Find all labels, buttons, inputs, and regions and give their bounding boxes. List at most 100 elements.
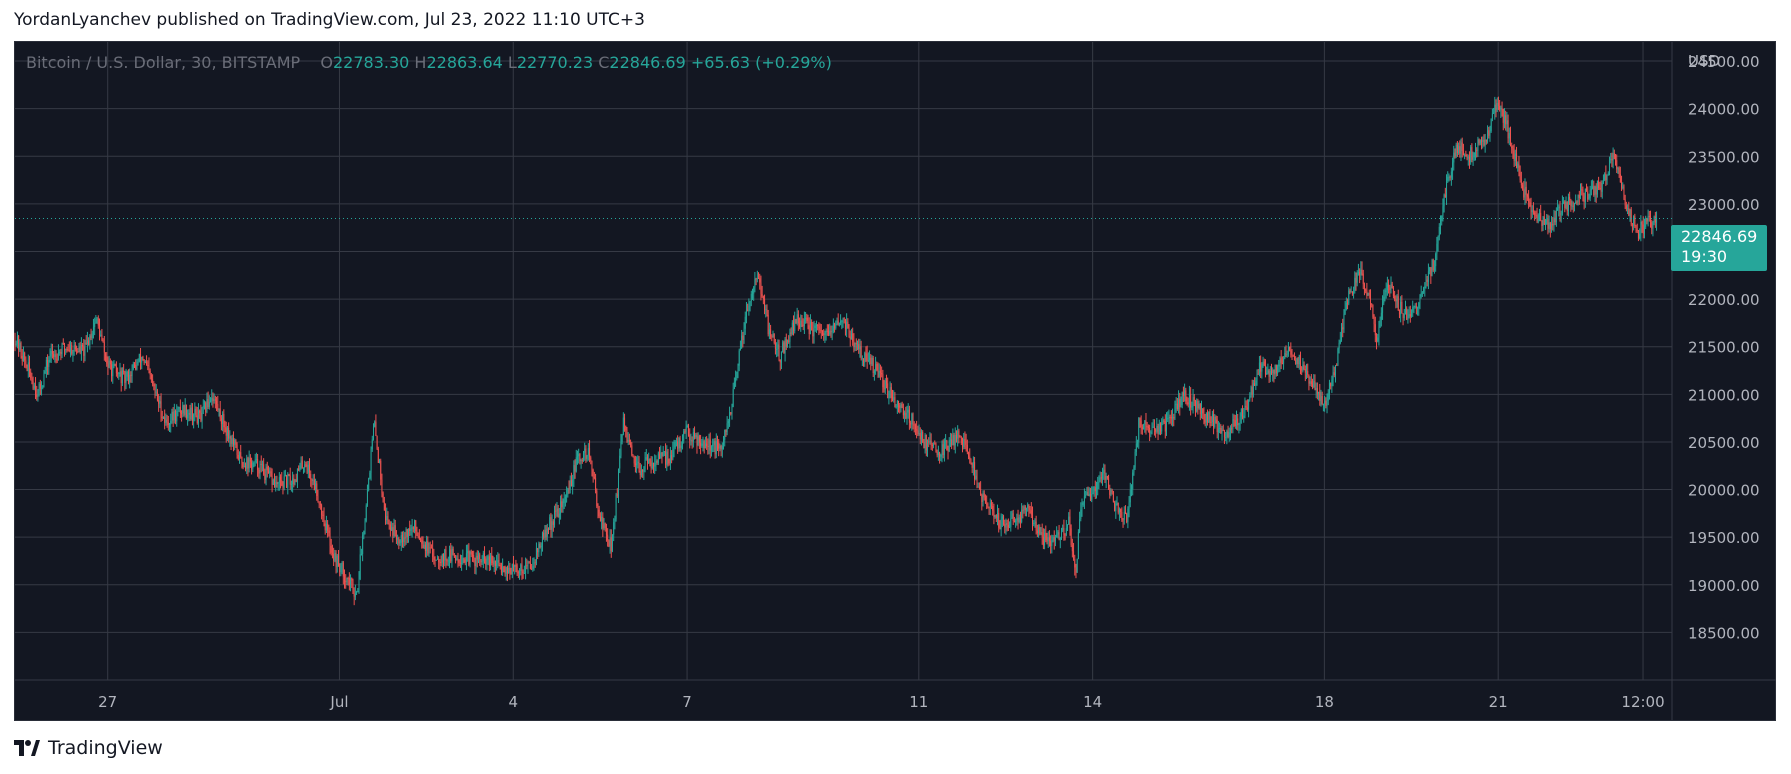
candle-body (963, 439, 965, 447)
candle-body (1466, 156, 1468, 159)
candle-body (37, 390, 39, 398)
candle-body (778, 344, 780, 361)
candle-body (447, 560, 449, 562)
candle-body (695, 434, 697, 438)
candle-body (374, 421, 376, 427)
candle-body (1304, 368, 1306, 373)
symbol-title[interactable]: Bitcoin / U.S. Dollar, 30, BITSTAMP (26, 53, 301, 72)
candle-body (840, 320, 842, 324)
candle-body (1478, 139, 1480, 144)
candle-body (754, 278, 756, 288)
y-tick-label: 21500.00 (1688, 339, 1760, 357)
candle-body (1239, 416, 1241, 424)
candle-body (557, 508, 559, 518)
candle-body (342, 562, 344, 577)
candle-body (1652, 221, 1654, 229)
candle-body (1088, 493, 1090, 496)
time-axis[interactable]: 27 Jul 4 7 11 14 18 21 12:00 (98, 693, 1664, 711)
candle-body (329, 532, 331, 546)
candle-body (871, 357, 873, 365)
candle-body (155, 391, 157, 393)
candle-body (953, 435, 955, 446)
candle-body (135, 364, 137, 370)
candle-body (1590, 188, 1592, 190)
candle-body (1023, 506, 1025, 511)
candle-body (508, 567, 510, 574)
candle-body (1367, 293, 1369, 296)
candle-body (1511, 146, 1513, 149)
footer-brand[interactable]: TradingView (14, 737, 163, 759)
candle-body (181, 412, 183, 414)
candle-body (848, 327, 850, 337)
candle-body (1213, 414, 1215, 428)
candle-body (67, 349, 69, 351)
candle-body (1543, 216, 1545, 225)
candle-body (1242, 409, 1244, 418)
candle-body (1110, 490, 1112, 495)
candle-body (1016, 518, 1018, 521)
candle-body (220, 418, 222, 424)
candle-body (1634, 216, 1636, 227)
candle-body (1221, 429, 1223, 434)
candle-body (1536, 215, 1538, 222)
candle-body (974, 461, 976, 480)
candle-body (1222, 429, 1224, 431)
candle-body (185, 404, 187, 418)
candle-body (247, 458, 249, 469)
candle-body (440, 562, 442, 564)
candle-body (395, 536, 397, 540)
candle-body (1594, 186, 1596, 195)
close-value: 22846.69 (609, 53, 686, 72)
chart-pane[interactable] (14, 41, 1776, 721)
candle-body (549, 517, 551, 530)
candle-body (1310, 381, 1312, 385)
candle-body (835, 323, 837, 329)
candle-body (350, 577, 352, 585)
candle-body (1441, 215, 1443, 221)
price-axis[interactable]: 24500.0024000.0023500.0023000.0022500.00… (1688, 52, 1760, 642)
candle-body (420, 539, 422, 541)
candle-body (846, 321, 848, 330)
candle-body (751, 293, 753, 295)
candle-body (1448, 176, 1450, 178)
candle-body (930, 440, 932, 445)
candle-body (1250, 387, 1252, 397)
candle-body (1426, 279, 1428, 282)
candle-body (817, 325, 819, 327)
candle-body (28, 362, 30, 372)
candle-body (1481, 140, 1483, 142)
candle-body (267, 470, 269, 474)
candle-body (731, 406, 733, 415)
candle-body (948, 440, 950, 452)
x-tick-label: 21 (1489, 693, 1508, 711)
candle-body (1424, 286, 1426, 289)
candle-body (958, 430, 960, 437)
candle-body (1297, 358, 1299, 365)
candle-body (1050, 540, 1052, 547)
candle-body (742, 335, 744, 341)
candle-body (1653, 216, 1655, 222)
candle-body (461, 562, 463, 564)
candle-body (1531, 210, 1533, 212)
candle-body (1489, 131, 1491, 136)
candle-body (293, 478, 295, 485)
candle-body (631, 445, 633, 455)
candle-body (1075, 567, 1077, 573)
candle-body (121, 370, 123, 384)
candle-body (1056, 534, 1058, 538)
candle-body (694, 432, 696, 438)
candle-body (1654, 216, 1656, 223)
candle-body (1227, 431, 1229, 438)
candle-body (520, 564, 522, 572)
candle-body (239, 452, 241, 460)
candle-body (178, 406, 180, 409)
candle-body (984, 497, 986, 504)
candle-body (416, 531, 418, 536)
candle-body (224, 427, 226, 429)
candle-body (497, 560, 499, 563)
bar-countdown: 19:30 (1681, 247, 1728, 266)
candle-body (714, 441, 716, 455)
candle-body (1074, 559, 1076, 568)
candle-body (626, 430, 628, 442)
